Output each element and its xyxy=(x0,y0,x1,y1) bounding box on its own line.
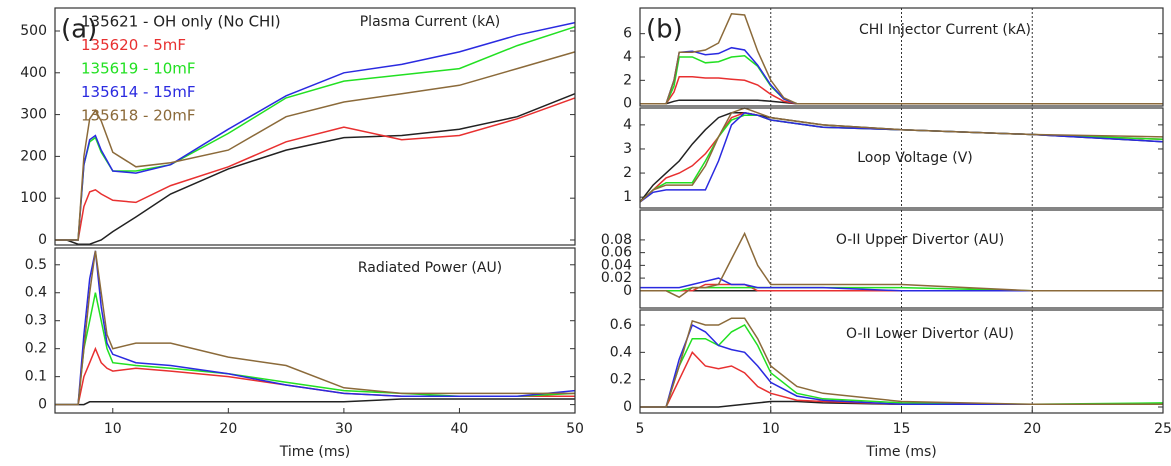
x-axis-label: Time (ms) xyxy=(865,444,937,460)
y-tick-label: 0 xyxy=(623,96,632,112)
legend-entry: 135618 - 20mF xyxy=(81,107,196,125)
y-tick-label: 500 xyxy=(20,23,47,39)
plot-frame xyxy=(639,107,1164,209)
y-tick-label: 0.4 xyxy=(610,344,632,360)
y-tick-label: 0 xyxy=(38,232,47,248)
y-tick-label: 0.06 xyxy=(601,245,632,261)
plot-frame xyxy=(54,7,576,246)
series-line xyxy=(55,97,576,241)
x-tick-label: 30 xyxy=(335,421,353,437)
plot-frame xyxy=(639,209,1164,309)
y-tick-label: 2 xyxy=(623,165,632,181)
plot-frame xyxy=(54,247,576,414)
y-tick-label: 4 xyxy=(623,117,632,133)
series-line xyxy=(640,324,1164,408)
series-line xyxy=(640,13,1163,105)
y-tick-label: 0 xyxy=(623,399,632,415)
subplot-title: O-II Upper Divertor (AU) xyxy=(836,232,1004,248)
y-tick-label: 100 xyxy=(20,190,47,206)
y-tick-label: 400 xyxy=(20,65,47,81)
y-tick-label: 4 xyxy=(623,49,632,65)
y-tick-label: 0.3 xyxy=(25,313,47,329)
series-line xyxy=(55,398,575,406)
y-tick-label: 200 xyxy=(20,148,47,164)
series-line xyxy=(55,93,576,245)
x-tick-label: 10 xyxy=(104,421,122,437)
y-tick-label: 0.6 xyxy=(610,317,632,333)
series-line xyxy=(55,51,576,241)
legend-entry: 135614 - 15mF xyxy=(81,83,196,101)
x-tick-label: 40 xyxy=(451,421,469,437)
series-line xyxy=(639,107,1164,203)
series-line xyxy=(639,111,1164,203)
y-tick-label: 0.02 xyxy=(601,270,632,286)
y-tick-label: 3 xyxy=(623,141,632,157)
subplot-title: Radiated Power (AU) xyxy=(358,260,502,276)
series-line xyxy=(55,292,576,406)
panel-label: (a) xyxy=(61,15,97,45)
subplot-title: CHI Injector Current (kA) xyxy=(859,22,1031,38)
y-tick-label: 300 xyxy=(20,107,47,123)
legend-entry: 135620 - 5mF xyxy=(81,36,186,54)
y-tick-label: 1 xyxy=(623,189,632,205)
x-tick-label: 15 xyxy=(893,421,911,437)
subplot-title: Loop Voltage (V) xyxy=(857,150,973,166)
y-tick-label: 0.04 xyxy=(601,257,632,273)
y-tick-label: 0 xyxy=(623,283,632,299)
x-tick-label: 50 xyxy=(566,421,584,437)
panel-label: (b) xyxy=(646,15,683,45)
y-tick-label: 0 xyxy=(38,397,47,413)
legend-entry: 135621 - OH only (No CHI) xyxy=(81,13,281,31)
y-tick-label: 0.08 xyxy=(601,232,632,248)
series-line xyxy=(640,277,1163,292)
series-line xyxy=(55,250,575,406)
x-tick-label: 10 xyxy=(762,421,780,437)
subplot-title: Plasma Current (kA) xyxy=(360,14,501,30)
x-tick-label: 5 xyxy=(636,421,645,437)
y-tick-label: 0.5 xyxy=(25,257,47,273)
x-tick-label: 20 xyxy=(1023,421,1041,437)
series-line xyxy=(55,250,576,406)
series-line xyxy=(640,317,1163,408)
y-tick-label: 0.4 xyxy=(25,285,47,301)
legend-entry: 135619 - 10mF xyxy=(81,60,196,78)
y-tick-label: 0.1 xyxy=(25,369,47,385)
x-axis-label: Time (ms) xyxy=(279,444,351,460)
y-tick-label: 0.2 xyxy=(25,341,47,357)
plot-frame xyxy=(639,7,1164,107)
y-tick-label: 6 xyxy=(623,26,632,42)
series-line xyxy=(55,21,576,241)
series-line xyxy=(640,286,1163,292)
plot-frame xyxy=(639,309,1164,414)
series-line xyxy=(640,231,1163,299)
subplot-title: O-II Lower Divertor (AU) xyxy=(846,326,1014,342)
x-tick-label: 25 xyxy=(1154,421,1171,437)
x-tick-label: 20 xyxy=(219,421,237,437)
series-line xyxy=(640,323,1163,408)
y-tick-label: 2 xyxy=(623,72,632,88)
y-tick-label: 0.2 xyxy=(610,372,632,388)
